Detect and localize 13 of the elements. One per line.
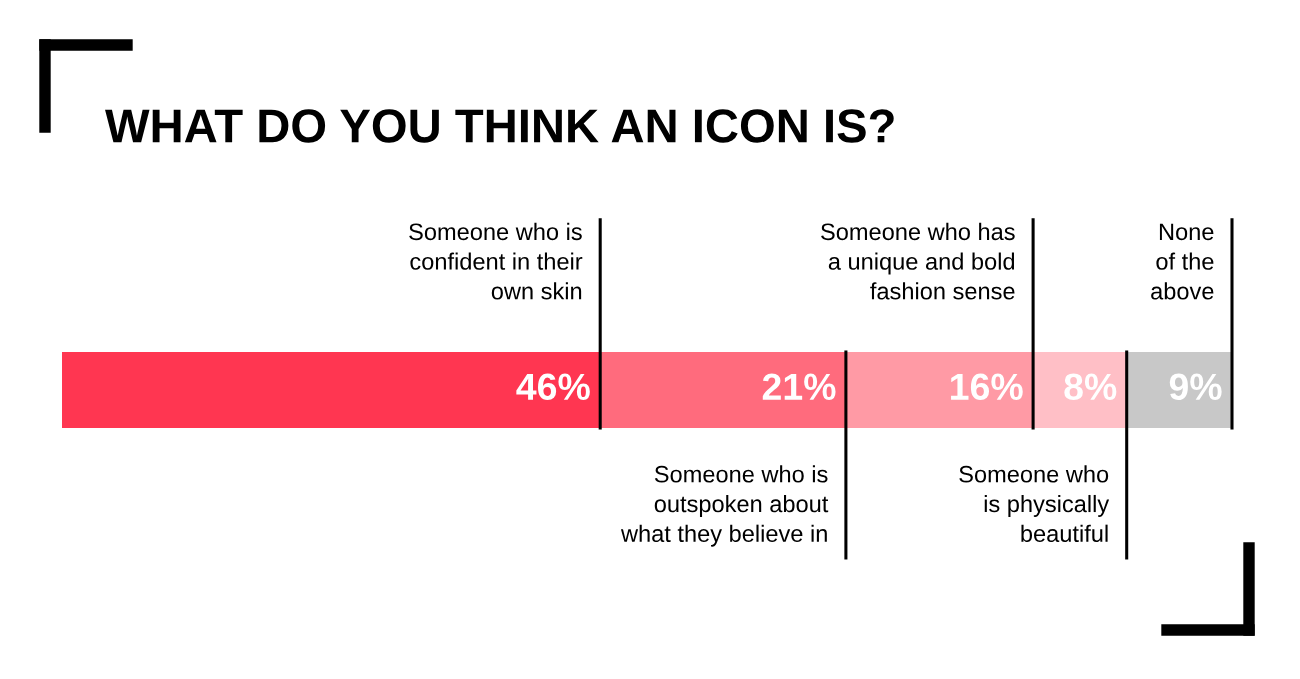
bar [600, 352, 846, 428]
bar [62, 352, 601, 428]
text: None of the above [1151, 223, 1214, 300]
data-label: 21% [762, 373, 836, 400]
data-label: 16% [951, 373, 1023, 401]
bar [845, 352, 1034, 428]
text: Someone who is confident in their own skin [409, 222, 583, 300]
chart-title: WHAT DO YOU THINK AN ICON IS? [105, 109, 894, 143]
series-label: Someone who is physically beautiful [959, 465, 1110, 542]
series-label: Someone who is outspoken about what they believe in [620, 465, 829, 547]
data-label: 46% [516, 373, 590, 401]
data-label: 8% [1064, 373, 1117, 401]
text: Someone who has a unique and bold fashion sense [821, 222, 1015, 300]
